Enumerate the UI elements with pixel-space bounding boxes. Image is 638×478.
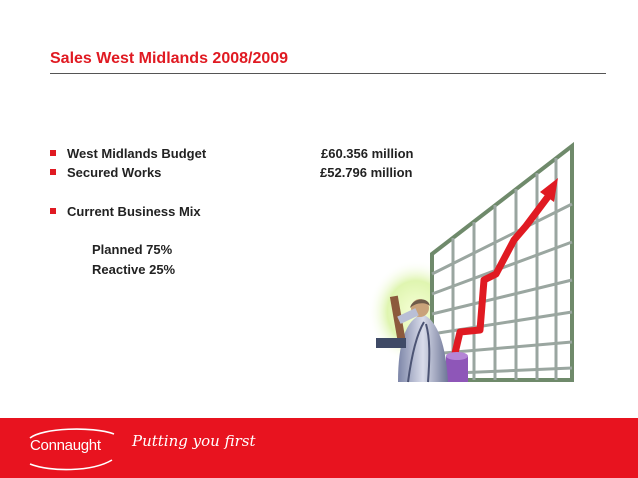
bullet-square-icon [50, 208, 56, 214]
bullet-square-icon [50, 150, 56, 156]
bullet-secured-works: Secured Works £52.796 million [50, 165, 450, 181]
bullet-label: West Midlands Budget [67, 146, 207, 161]
bullet-square-icon [50, 169, 56, 175]
bullet-budget: West Midlands Budget £60.356 million [50, 146, 450, 162]
tagline: Putting you first [132, 432, 256, 450]
bullet-label: Current Business Mix [67, 204, 201, 219]
bullet-value: £60.356 million [321, 146, 414, 161]
business-mix-planned: Planned 75% [92, 242, 173, 257]
connaught-logo: Connaught [22, 426, 122, 474]
company-name: Connaught [30, 437, 101, 454]
footer-bar: Connaught Putting you first [0, 418, 638, 478]
bullet-business-mix: Current Business Mix [50, 204, 450, 220]
business-mix-reactive: Reactive 25% [92, 262, 176, 277]
title-divider [50, 73, 606, 74]
growth-chart-clipart-icon [368, 142, 574, 383]
bullet-label: Secured Works [67, 165, 162, 180]
slide-title: Sales West Midlands 2008/2009 [50, 50, 289, 67]
bullet-value: £52.796 million [320, 165, 413, 180]
logo-swoosh-icon [29, 428, 115, 471]
